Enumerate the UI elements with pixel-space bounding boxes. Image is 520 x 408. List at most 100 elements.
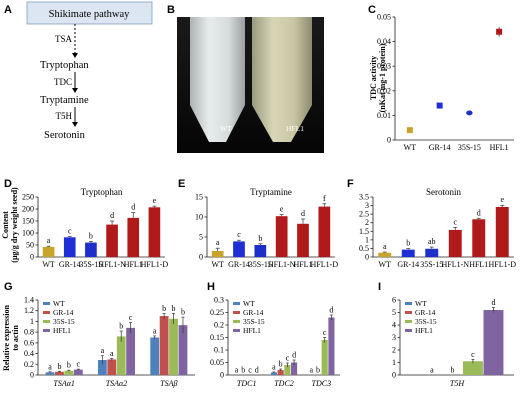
y-tick-label-G: 0.4 (24, 349, 34, 358)
y-tick-label-F: 3 (365, 201, 369, 210)
bar (211, 251, 224, 257)
y-tick-label-I: 5 (392, 308, 396, 317)
legend-label: GR-14 (415, 308, 436, 317)
x-tick-label: 35S-15 (420, 260, 443, 269)
x-tick-label: TSAβ (160, 379, 177, 388)
significance-letter: b (181, 308, 185, 317)
y-tick-label-C: 0.03 (377, 62, 391, 71)
legend-label: HFL1 (53, 326, 71, 335)
tube-hfl1 (252, 17, 312, 142)
significance-letter: d (329, 306, 333, 315)
chart-title-D: Tryptophan (81, 187, 123, 197)
y-axis-label-C: (nKat mg-1 protein) (378, 43, 387, 112)
panel-letter-i: I (378, 281, 381, 293)
y-tick-label-I: 3 (392, 333, 396, 342)
chart-title-F: Serotonin (426, 187, 461, 197)
significance-letter: b (316, 366, 320, 375)
y-tick-label-C: 0.01 (377, 111, 391, 120)
bar (42, 246, 55, 257)
bar (284, 365, 291, 375)
shikimate-label: Shikimate pathway (49, 9, 131, 20)
y-tick-label-C: 0.04 (377, 37, 391, 46)
significance-letter: a (309, 366, 313, 375)
significance-letter: a (101, 346, 105, 355)
bar (85, 242, 97, 257)
x-tick-label: TDC2 (274, 379, 294, 388)
legend-label: GR-14 (243, 308, 264, 317)
significance-letter: c (237, 230, 241, 239)
y-tick-label-F: 1 (365, 235, 369, 244)
chart-g: 0 0.2 0.4 0.60.8 1 1.21.4 Relative expression t… (2, 296, 195, 388)
bar (378, 252, 392, 257)
significance-letter: c (77, 360, 81, 369)
y-axis-label-G: to actin (11, 325, 20, 351)
y-axis-label-C: TDC activity (369, 56, 378, 100)
x-tick-label: GR-14 (59, 260, 81, 269)
significance-letter: b (119, 322, 123, 331)
significance-letter: b (241, 366, 245, 375)
x-tick-label: TSAα1 (53, 379, 75, 388)
bar (73, 369, 83, 375)
y-tick-label-E: 0 (199, 253, 203, 262)
significance-letter: b (89, 231, 93, 240)
significance-letter: b (406, 239, 410, 248)
significance-letter: e (280, 205, 284, 214)
y-tick-label-H: 0 (220, 371, 224, 380)
x-tick-label: WT (379, 260, 392, 269)
legend-swatch (233, 329, 240, 332)
y-tick-label-E: 15 (195, 193, 203, 202)
y-tick-label-H: 0.2 (214, 321, 224, 330)
y-tick-label-C: 0 (387, 136, 391, 145)
legend-label: 35S-15 (415, 317, 437, 326)
bar (483, 310, 504, 375)
bar (178, 325, 188, 375)
arrow-head-1 (72, 53, 78, 58)
bar (448, 229, 462, 257)
bar (107, 359, 117, 375)
y-tick-label-G: 0.6 (24, 338, 34, 347)
legend-swatch (405, 320, 412, 323)
arrow-head-2 (72, 88, 78, 93)
bar (64, 370, 74, 375)
significance-letter: a (383, 242, 387, 251)
x-tick-label: TSAα2 (106, 379, 128, 388)
legend-swatch (233, 311, 240, 314)
bar (270, 372, 277, 375)
bar (425, 248, 439, 257)
y-tick-label-F: 2.5 (359, 210, 369, 219)
significance-letter: d (292, 351, 296, 360)
x-tick-label: HFL1-N (98, 260, 126, 269)
legend-swatch (43, 302, 50, 305)
x-tick-label: 35S-15 (249, 260, 272, 269)
compound-tryptophan: Tryptophan (40, 60, 89, 71)
x-tick-label: HFL1 (124, 260, 143, 269)
bar (318, 206, 331, 257)
significance-letter: c (286, 354, 290, 363)
significance-letter: b (172, 304, 176, 313)
legend-label: WT (243, 299, 255, 308)
x-tick-label: WT (211, 260, 224, 269)
panel-letter-b: B (167, 4, 175, 16)
y-tick-label-G: 0 (30, 371, 34, 380)
chart-e: 0 5 10 15 Tryptamine a WT c GR-14 b 35S-15 e HFL1-N d… (195, 187, 338, 269)
data-point (496, 28, 503, 35)
y-tick-label-I: 0 (392, 371, 396, 380)
tube-label-wt: WT (220, 124, 232, 133)
significance-letter: a (216, 238, 220, 247)
significance-letter: c (453, 217, 457, 226)
bar (150, 337, 160, 375)
y-axis-label-D: (μg/g dry weight seed) (10, 187, 19, 263)
significance-letter: c (68, 227, 72, 236)
panel-letter-a: A (4, 4, 12, 16)
significance-letter: d (491, 298, 495, 307)
y-tick-label-H: 0.25 (210, 308, 224, 317)
significance-letter: e (500, 195, 504, 204)
bar (401, 249, 415, 257)
tube-wt (190, 17, 245, 142)
bar (291, 362, 298, 375)
legend-swatch (405, 302, 412, 305)
bar (148, 207, 161, 257)
data-point (436, 102, 443, 109)
chart-title-E: Tryptamine (250, 187, 292, 197)
